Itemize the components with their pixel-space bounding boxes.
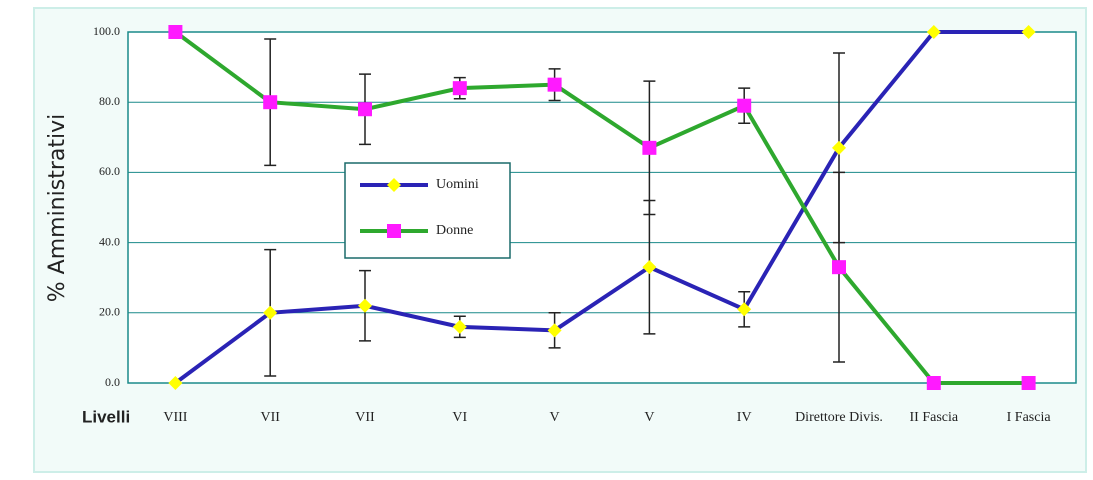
x-tick-label: VII: [260, 410, 280, 425]
marker: [358, 298, 372, 313]
marker: [547, 323, 562, 338]
marker: [642, 260, 657, 275]
marker: [452, 319, 467, 334]
legend-label: Donne: [436, 223, 473, 238]
y-tick-label: 80.0: [99, 94, 120, 108]
y-tick-label: 20.0: [99, 305, 120, 319]
marker: [547, 77, 562, 92]
marker: [737, 302, 752, 317]
marker: [387, 224, 401, 238]
legend-label: Uomini: [436, 177, 479, 192]
marker: [168, 376, 183, 390]
y-tick-label: 60.0: [99, 164, 120, 178]
x-tick-label: II Fascia: [909, 410, 959, 425]
x-tick-label: V: [549, 410, 560, 425]
marker: [737, 98, 752, 113]
marker: [832, 140, 846, 155]
x-tick-label: Direttore Divis.: [795, 410, 883, 425]
marker: [642, 140, 657, 155]
series-line: [174, 30, 1029, 385]
y-tick-label: 100.0: [93, 24, 120, 38]
marker: [387, 178, 401, 192]
x-axis-label: Livelli: [82, 407, 130, 426]
marker: [168, 25, 183, 39]
marker: [926, 376, 941, 390]
x-tick-label: V: [644, 410, 655, 425]
x-tick-label: VII: [355, 410, 375, 425]
series-line: [174, 30, 1029, 385]
marker: [926, 25, 941, 39]
y-axis-label: % Amministrativi: [45, 114, 70, 302]
y-tick-label: 0.0: [105, 375, 120, 389]
x-tick-label: VIII: [163, 410, 188, 425]
marker: [1021, 376, 1036, 390]
marker: [452, 81, 467, 96]
marker: [263, 305, 278, 320]
marks: [168, 25, 1036, 390]
x-tick-label: IV: [736, 410, 752, 425]
legend-box: [344, 162, 511, 259]
grid: 0.0 20.0 40.0 60.0 80.0 100.0: [93, 24, 1076, 389]
x-tick-label: I Fascia: [1006, 410, 1051, 425]
x-tick-label: VI: [452, 410, 468, 425]
marker: [1021, 25, 1036, 39]
plot-area: [127, 31, 1077, 384]
y-tick-label: 40.0: [99, 234, 120, 248]
legend: Uomini Donne: [344, 162, 511, 259]
marker: [263, 95, 278, 110]
marker: [832, 260, 846, 275]
marker: [358, 102, 372, 117]
